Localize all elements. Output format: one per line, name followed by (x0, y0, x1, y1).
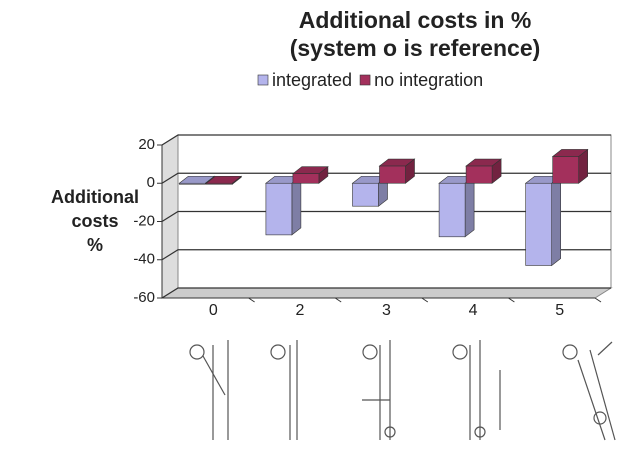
legend-label: integrated (272, 70, 352, 90)
y-axis-label: % (87, 235, 103, 255)
bar-front (206, 182, 233, 185)
bar-front (438, 182, 466, 238)
bar (438, 175, 475, 238)
bar (551, 148, 589, 184)
bar (524, 175, 562, 267)
bar (465, 158, 502, 184)
bar-side (464, 175, 475, 238)
chart-title: Additional costs in % (299, 7, 532, 33)
x-tick-label: 0 (209, 302, 218, 319)
bar-front (465, 165, 493, 184)
bar-front (352, 182, 379, 207)
y-tick-label: -40 (133, 251, 155, 268)
x-tick-label: 5 (555, 302, 564, 319)
plot: 20 0 -20 -40 -60 0 2 3 4 5 (133, 134, 613, 319)
x-tick-label: 2 (295, 302, 304, 319)
bar-side (551, 175, 562, 267)
x-tick (334, 297, 342, 303)
bar-front (552, 156, 580, 184)
x-tick (594, 297, 602, 303)
grid-line (161, 287, 611, 299)
y-tick-label: -20 (133, 212, 155, 229)
bar-front (525, 182, 553, 266)
floor (160, 287, 613, 299)
legend-swatch (257, 74, 269, 86)
x-tick (248, 297, 255, 303)
chart-title: (system o is reference) (290, 35, 541, 61)
pictograms (189, 340, 616, 441)
bar-side (291, 175, 302, 236)
legend-swatch (359, 74, 371, 86)
x-tick (421, 297, 429, 303)
y-tick-label: 20 (138, 136, 155, 153)
x-tick (508, 297, 515, 303)
x-tick-label: 4 (469, 302, 478, 319)
y-tick-label: 0 (147, 174, 155, 191)
grid-line (161, 249, 611, 261)
y-axis-label: costs (71, 211, 118, 231)
legend-label: no integration (374, 70, 483, 90)
bar-front (292, 173, 320, 184)
x-tick-label: 3 (382, 302, 391, 319)
bar-front (265, 182, 293, 236)
bar (378, 158, 416, 184)
y-axis-label: Additional (51, 187, 139, 207)
grid-line (161, 134, 611, 146)
bar (205, 175, 243, 185)
bar-front (179, 182, 206, 185)
bar (292, 166, 329, 184)
bar-front (379, 165, 406, 184)
bar (265, 175, 302, 236)
y-tick-label: -60 (133, 289, 155, 306)
